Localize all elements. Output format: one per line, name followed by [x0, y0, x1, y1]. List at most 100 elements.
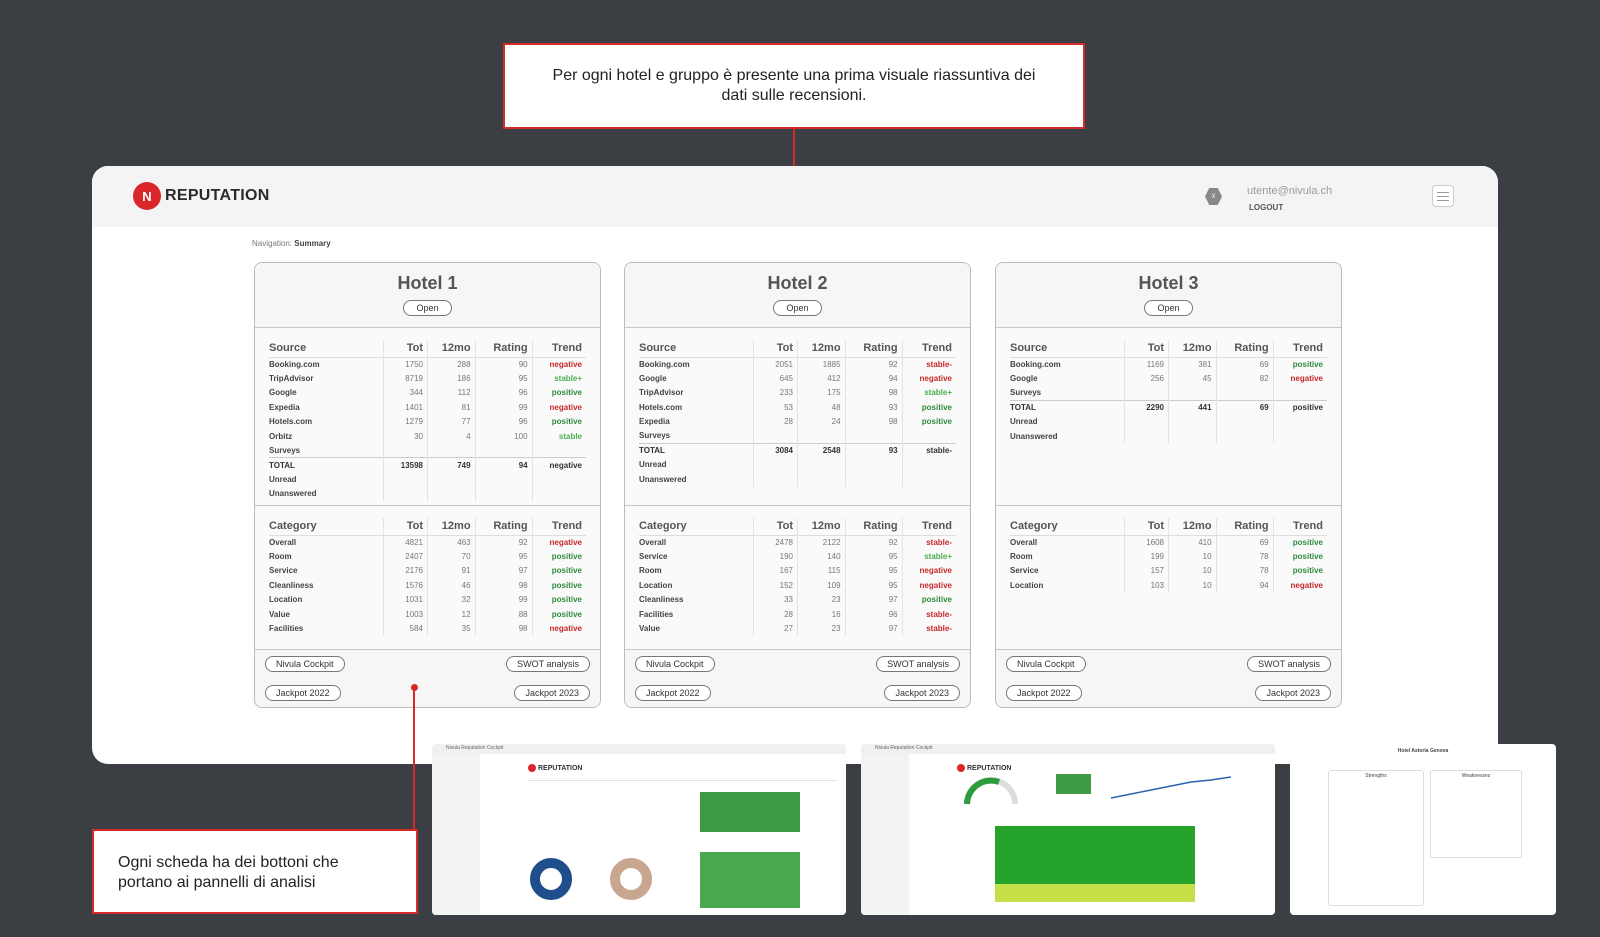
sources-section: Source Tot 12mo Rating Trend Booking.com 1169 3…: [996, 328, 1341, 506]
cell-tot: [1123, 385, 1169, 401]
cell-rating: 96: [474, 414, 533, 429]
preview-line-chart: [1111, 776, 1231, 799]
callout-connector-dot-bottom: [411, 684, 418, 691]
table-row: Hotels.com 1279 77 96 positive: [269, 414, 586, 429]
nivula-cockpit-button[interactable]: Nivula Cockpit: [265, 656, 345, 672]
cell-12mo: 749: [427, 457, 476, 473]
table-header-row: Source Tot 12mo Rating Trend: [639, 340, 956, 358]
table-row: Unanswered: [639, 472, 956, 487]
cell-12mo: [427, 486, 476, 501]
cell-tot: [752, 457, 798, 473]
callout-buttons-text: Ogni scheda ha dei bottoni che portano a…: [118, 854, 339, 891]
cell-tot: 13598: [382, 457, 428, 473]
cell-rating: 98: [844, 414, 903, 429]
col-header-trend: Trend: [901, 340, 956, 358]
swot-analysis-button[interactable]: SWOT analysis: [506, 656, 590, 672]
table-row: Surveys: [269, 443, 586, 458]
jackpot-2022-button[interactable]: Jackpot 2022: [635, 685, 711, 701]
hotel-card: Hotel 1 Open Source Tot 12mo Rating Trend Booki…: [254, 262, 601, 708]
cell-12mo: 410: [1168, 535, 1217, 550]
cell-tot: [752, 472, 798, 487]
cell-rating: [1215, 385, 1274, 401]
cell-name: Surveys: [639, 431, 671, 441]
col-header-tot: Tot: [1123, 518, 1169, 536]
cell-rating: 69: [1215, 399, 1274, 415]
cell-rating: 92: [474, 535, 533, 550]
jackpot-2022-button[interactable]: Jackpot 2022: [1006, 685, 1082, 701]
col-header-name: Source: [639, 340, 754, 358]
cell-name: Surveys: [1010, 388, 1042, 398]
jackpot-2022-button[interactable]: Jackpot 2022: [265, 685, 341, 701]
cell-name: Unread: [639, 460, 667, 470]
cell-name: Room: [1010, 552, 1033, 562]
cell-rating: 97: [844, 621, 903, 636]
logo-text: REPUTATION: [165, 187, 270, 204]
col-header-rating: Rating: [844, 340, 903, 358]
open-hotel-button[interactable]: Open: [1144, 300, 1193, 316]
table-header-row: Source Tot 12mo Rating Trend: [269, 340, 586, 358]
cell-tot: [1123, 428, 1169, 444]
cell-rating: 97: [844, 592, 903, 607]
table-row: Hotels.com 53 48 93 positive: [639, 400, 956, 415]
cell-trend: stable+: [901, 385, 956, 401]
cell-12mo: 288: [427, 357, 476, 372]
cell-tot: 645: [752, 371, 798, 386]
cell-12mo: [427, 472, 476, 487]
preview-donut-1: [530, 858, 572, 900]
cell-12mo: 91: [427, 563, 476, 579]
cell-name: Booking.com: [269, 359, 320, 369]
open-hotel-button[interactable]: Open: [403, 300, 452, 316]
preview-titlebar: Nivula Reputation Cockpit: [432, 744, 846, 754]
swot-analysis-button[interactable]: SWOT analysis: [876, 656, 960, 672]
cell-name: Room: [269, 552, 292, 562]
table-header-row: Source Tot 12mo Rating Trend: [1010, 340, 1327, 358]
swot-analysis-button[interactable]: SWOT analysis: [1247, 656, 1331, 672]
cell-12mo: 186: [427, 371, 476, 386]
cell-12mo: 2122: [797, 535, 846, 550]
jackpot-2023-button[interactable]: Jackpot 2023: [1255, 685, 1331, 701]
col-header-trend: Trend: [1272, 518, 1327, 536]
cell-name: Unread: [1010, 417, 1038, 427]
cell-trend: [901, 472, 956, 487]
jackpot-2023-button[interactable]: Jackpot 2023: [514, 685, 590, 701]
cell-name: Unanswered: [269, 489, 317, 499]
cell-trend: negative: [531, 457, 586, 473]
jackpot-2023-button[interactable]: Jackpot 2023: [884, 685, 960, 701]
cell-tot: 27: [752, 621, 798, 636]
user-badge-icon[interactable]: X: [1205, 188, 1222, 205]
categories-section: Category Tot 12mo Rating Trend Overall 1608 410…: [996, 506, 1341, 650]
cell-tot: 157: [1123, 563, 1169, 579]
cell-trend: negative: [1272, 578, 1327, 593]
cell-name: Booking.com: [1010, 359, 1061, 369]
table-row: Location 152 109 95 negative: [639, 578, 956, 593]
cell-name: Facilities: [269, 624, 304, 634]
cell-tot: 28: [752, 414, 798, 429]
cell-12mo: 412: [797, 371, 846, 386]
menu-line: [1437, 191, 1449, 193]
hamburger-menu-button[interactable]: [1432, 185, 1454, 207]
col-header-12mo: 12mo: [797, 518, 846, 536]
swot-weaknesses-label: Weaknesses: [1461, 773, 1491, 779]
logout-link[interactable]: LOGOUT: [1249, 203, 1284, 212]
open-hotel-button[interactable]: Open: [773, 300, 822, 316]
brand-logo[interactable]: N REPUTATION: [133, 182, 270, 210]
cell-name: Overall: [639, 537, 667, 547]
nivula-cockpit-button[interactable]: Nivula Cockpit: [1006, 656, 1086, 672]
cell-12mo: [1168, 414, 1217, 429]
preview-gauge: [964, 777, 1018, 805]
swot-strengths-label: Strengths: [1365, 773, 1387, 779]
cell-rating: 97: [474, 563, 533, 579]
table-row: Expedia 28 24 98 positive: [639, 414, 956, 429]
cell-tot: 584: [382, 621, 428, 636]
cell-trend: positive: [1272, 399, 1327, 415]
cell-name: Service: [269, 566, 298, 576]
col-header-trend: Trend: [531, 340, 586, 358]
hotel-card-footer: Nivula Cockpit SWOT analysis Jackpot 2022 J…: [625, 650, 970, 707]
cell-name: Expedia: [269, 402, 300, 412]
cell-rating: [474, 443, 533, 458]
nivula-cockpit-button[interactable]: Nivula Cockpit: [635, 656, 715, 672]
cell-12mo: 115: [797, 563, 846, 579]
cell-rating: 95: [844, 578, 903, 593]
preview-bars: [700, 852, 800, 908]
cell-name: Location: [1010, 580, 1044, 590]
